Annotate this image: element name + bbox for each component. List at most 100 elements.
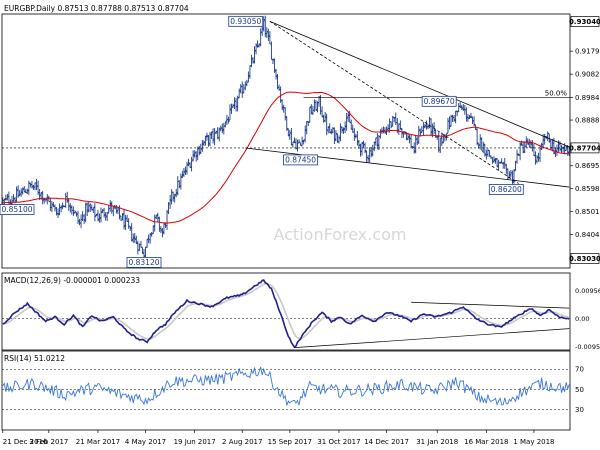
price-bar <box>425 120 428 130</box>
price-bar <box>16 185 20 198</box>
price-label: 0.85100 <box>0 204 35 215</box>
price-bar <box>337 135 341 144</box>
price-bar <box>368 147 371 163</box>
price-bar <box>389 121 393 129</box>
price-bar <box>437 132 440 153</box>
x-tick-label: 15 Sep 2017 <box>268 438 312 446</box>
price-bar <box>333 127 336 144</box>
price-bar <box>532 144 536 157</box>
price-bar <box>254 43 258 55</box>
price-bar <box>259 28 262 47</box>
price-bar <box>482 141 485 154</box>
price-bar <box>132 233 135 243</box>
price-bar <box>33 182 37 191</box>
price-bar <box>440 132 444 146</box>
price-bar <box>498 161 502 164</box>
price-bar <box>159 226 163 234</box>
price-bar <box>92 207 95 213</box>
price-bar <box>67 198 70 211</box>
price-bar <box>222 122 226 135</box>
price-bar <box>327 126 330 134</box>
price-bar <box>216 127 219 140</box>
price-bar <box>362 140 365 148</box>
price-label-text: 0.89670 <box>424 97 455 106</box>
price-bar <box>328 123 331 134</box>
price-bar <box>165 209 169 230</box>
price-bar <box>241 81 244 98</box>
price-label-box <box>228 15 264 27</box>
price-bar <box>489 155 493 159</box>
x-tick-label: 21 Mar 2017 <box>76 438 120 446</box>
macd-upper-trendline <box>411 301 570 309</box>
price-bar <box>18 190 21 196</box>
price-bar <box>208 131 212 147</box>
price-bar <box>152 225 155 235</box>
price-highlight-text: 0.87704 <box>569 144 600 152</box>
price-bar <box>251 57 255 64</box>
price-bar <box>383 127 387 134</box>
price-bar <box>55 206 58 216</box>
price-bar <box>363 142 367 154</box>
price-bar <box>147 234 150 244</box>
price-bar <box>168 195 172 209</box>
price-label-text: 0.85100 <box>1 205 32 214</box>
price-bar <box>84 202 87 223</box>
price-bar <box>439 138 442 153</box>
price-bar <box>66 191 69 203</box>
price-label-text: 0.87450 <box>285 156 316 165</box>
price-bar <box>494 158 497 164</box>
price-highlight-box <box>570 253 600 264</box>
macd-label: MACD(12,26,9) -0.000001 0.000233 <box>4 276 140 285</box>
price-bar <box>452 115 456 122</box>
x-tick-label: 14 Dec 2017 <box>364 438 409 446</box>
price-bar <box>323 112 327 123</box>
price-bar <box>371 144 374 157</box>
price-bar <box>64 192 67 208</box>
price-bar <box>330 128 333 135</box>
upper-trendline <box>269 20 570 148</box>
price-bar <box>93 203 97 222</box>
price-bar <box>297 139 301 143</box>
price-bar <box>142 248 146 258</box>
price-bar <box>399 120 402 130</box>
price-bar <box>276 74 279 90</box>
price-bar <box>379 129 382 139</box>
price-bar <box>242 84 245 93</box>
price-bar <box>86 202 89 217</box>
price-bar <box>451 114 454 122</box>
price-label: 0.93050 <box>228 15 264 27</box>
price-bar <box>207 135 210 147</box>
price-bar <box>127 218 130 229</box>
price-bar <box>409 134 413 148</box>
price-bar <box>492 156 496 163</box>
price-bar <box>265 27 269 39</box>
price-bar <box>305 120 308 135</box>
price-bar <box>356 131 359 146</box>
watermark: ActionForex.com <box>273 225 406 244</box>
price-bar <box>221 123 224 134</box>
price-bar <box>107 205 110 214</box>
price-bar <box>121 213 124 221</box>
price-label-box <box>421 95 457 107</box>
price-bar <box>156 212 160 223</box>
macd-panel-frame <box>1 272 571 351</box>
price-bar <box>182 168 186 177</box>
price-label-box <box>283 154 318 166</box>
price-bar <box>555 144 559 156</box>
price-bar <box>342 127 345 134</box>
price-bar <box>125 214 129 222</box>
price-bar <box>38 188 41 200</box>
price-bar <box>245 79 249 87</box>
macd-tick-label: -0.009538 <box>575 343 600 351</box>
price-bar <box>95 213 98 217</box>
price-bar <box>475 128 479 146</box>
price-bar <box>196 146 199 161</box>
price-bar <box>69 203 72 213</box>
price-bar <box>4 194 8 201</box>
price-bar <box>248 65 252 79</box>
